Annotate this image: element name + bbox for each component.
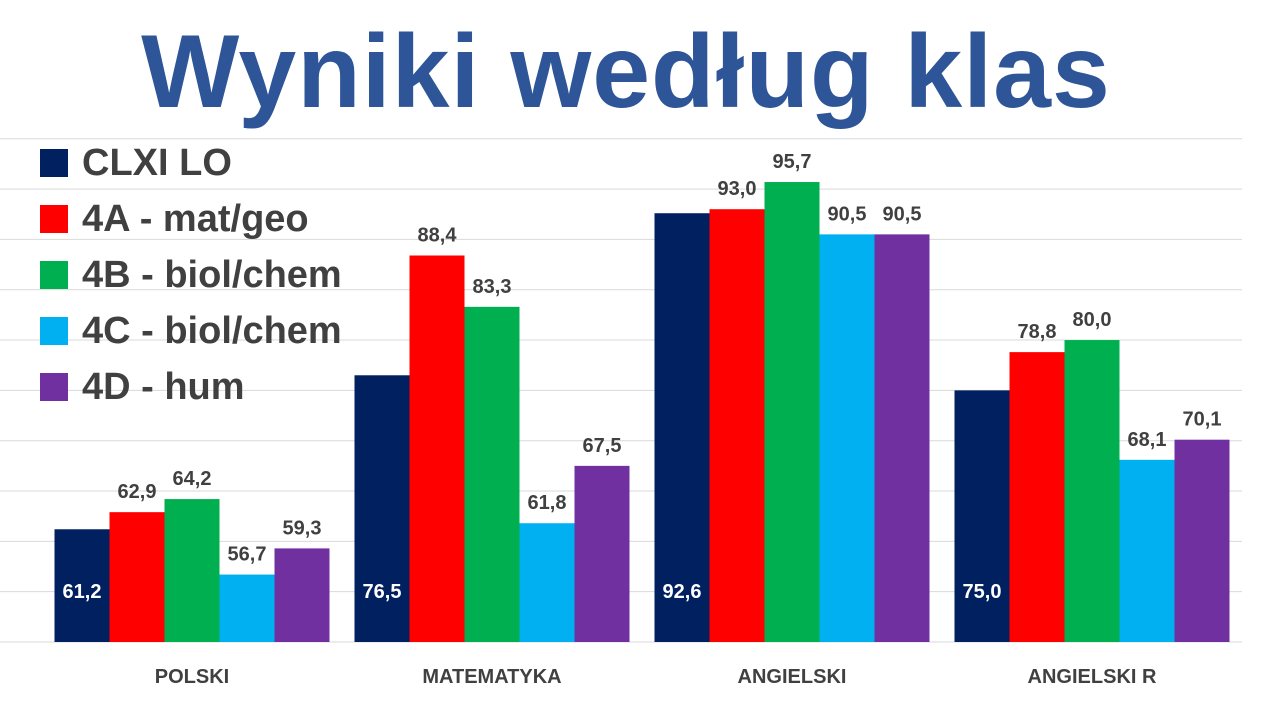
legend-label: CLXI LO [82,141,232,184]
category-label: ANGIELSKI [738,666,847,688]
bar [574,465,630,642]
category-labels: POLSKI MATEMATYKA ANGIELSKI ANGIELSKI R [155,666,1157,688]
bar [954,390,1010,642]
bar-value-label: 88,4 [418,225,458,247]
legend-swatch [40,373,68,401]
bar-value-label: 78,8 [1018,321,1057,343]
category-label: ANGIELSKI R [1028,666,1157,688]
bar [274,548,330,642]
bar-value-label: 80,0 [1073,309,1112,331]
legend-item: CLXI LO [40,135,342,191]
bar-value-label: 62,9 [118,481,157,503]
bar [874,234,930,642]
legend-swatch [40,261,68,289]
legend-label: 4C - biol/chem [82,309,342,352]
bar-value-label: 93,0 [718,178,757,200]
bar-value-label: 76,5 [363,581,402,603]
bar [1174,439,1230,642]
bar [109,512,165,642]
legend-item: 4B - biol/chem [40,247,342,303]
legend-swatch [40,205,68,233]
legend-label: 4D - hum [82,365,245,408]
bar [709,209,765,642]
bar [464,306,520,642]
legend-swatch [40,317,68,345]
data-labels: 61,2 62,9 64,2 56,7 59,3 76,5 88,4 83,3 61,8 67,5… [63,151,1222,603]
bar-value-label: 68,1 [1128,429,1167,451]
bar-value-label: 92,6 [663,581,702,603]
bar [54,529,110,642]
legend-item: 4A - mat/geo [40,191,342,247]
bar-value-label: 56,7 [228,544,267,566]
bar-value-label: 70,1 [1183,409,1222,431]
bar-value-label: 90,5 [883,203,922,225]
bar-value-label: 75,0 [963,581,1002,603]
legend: CLXI LO 4A - mat/geo 4B - biol/chem 4C - bi… [40,135,342,415]
legend-label: 4A - mat/geo [82,197,309,240]
category-label: MATEMATYKA [422,666,561,688]
bar [219,574,275,642]
bar [654,213,710,642]
legend-swatch [40,149,68,177]
bar-value-label: 83,3 [473,276,512,298]
bar [1009,352,1065,642]
bar-value-label: 61,2 [63,581,102,603]
bar-value-label: 90,5 [828,203,867,225]
bar [164,499,220,642]
legend-item: 4D - hum [40,359,342,415]
bar-value-label: 64,2 [173,468,212,490]
chart-title: Wyniki według klas [141,14,1111,130]
bars [54,182,1230,643]
bar [354,375,410,642]
bar [1119,459,1175,642]
legend-item: 4C - biol/chem [40,303,342,359]
bar-value-label: 61,8 [528,492,567,514]
bar [409,255,465,642]
bar [819,234,875,642]
bar [519,523,575,642]
bar [1064,340,1120,642]
legend-label: 4B - biol/chem [82,253,342,296]
bar-value-label: 95,7 [773,151,812,173]
bar-value-label: 67,5 [583,435,622,457]
category-label: POLSKI [155,666,229,688]
bar-value-label: 59,3 [283,517,322,539]
bar [764,182,820,643]
